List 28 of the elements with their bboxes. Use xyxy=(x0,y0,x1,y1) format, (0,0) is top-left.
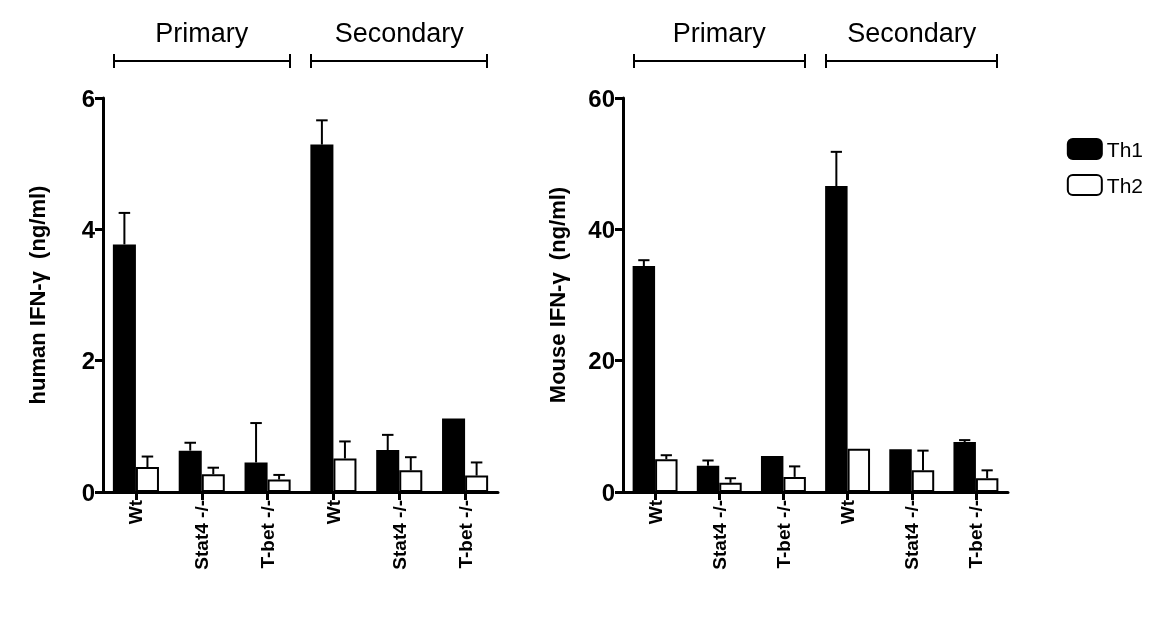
y-tick-label: 6 xyxy=(81,84,95,112)
legend-label: Th2 xyxy=(1106,173,1143,197)
y-tick-label: 40 xyxy=(588,215,615,243)
text: Primary xyxy=(154,18,250,49)
x-tick-label: Wt xyxy=(322,499,344,525)
y-tick-label: 0 xyxy=(81,478,95,506)
y-tick-label: 4 xyxy=(81,215,96,243)
x-tick-label: Stat4 -/- xyxy=(901,500,923,570)
y-tick-label: 60 xyxy=(588,84,615,112)
text: Secondary xyxy=(333,18,465,49)
y-tick-label: 2 xyxy=(81,347,95,375)
x-tick-label: T-bet -/- xyxy=(965,500,987,569)
x-tick-label: Stat4 -/- xyxy=(388,500,410,570)
x-tick-label: Wt xyxy=(837,499,859,525)
text: Secondary xyxy=(846,18,978,49)
y-axis-title: Mouse IFN-γ (ng/ml) xyxy=(544,186,570,404)
x-tick-label: T-bet -/- xyxy=(454,500,476,569)
y-axis-title: human IFN-γ (ng/ml) xyxy=(24,185,50,405)
x-tick-label: Wt xyxy=(644,499,666,525)
y-tick-label: 20 xyxy=(588,347,615,375)
x-tick-label: Stat4 -/- xyxy=(191,500,213,570)
text: Primary xyxy=(671,18,767,49)
x-tick-label: T-bet -/- xyxy=(257,500,279,569)
x-tick-label: Wt xyxy=(125,499,147,525)
legend-label: Th1 xyxy=(1106,137,1143,161)
x-tick-label: Stat4 -/- xyxy=(708,500,730,570)
x-tick-label: T-bet -/- xyxy=(772,500,794,569)
y-tick-label: 0 xyxy=(601,478,615,506)
